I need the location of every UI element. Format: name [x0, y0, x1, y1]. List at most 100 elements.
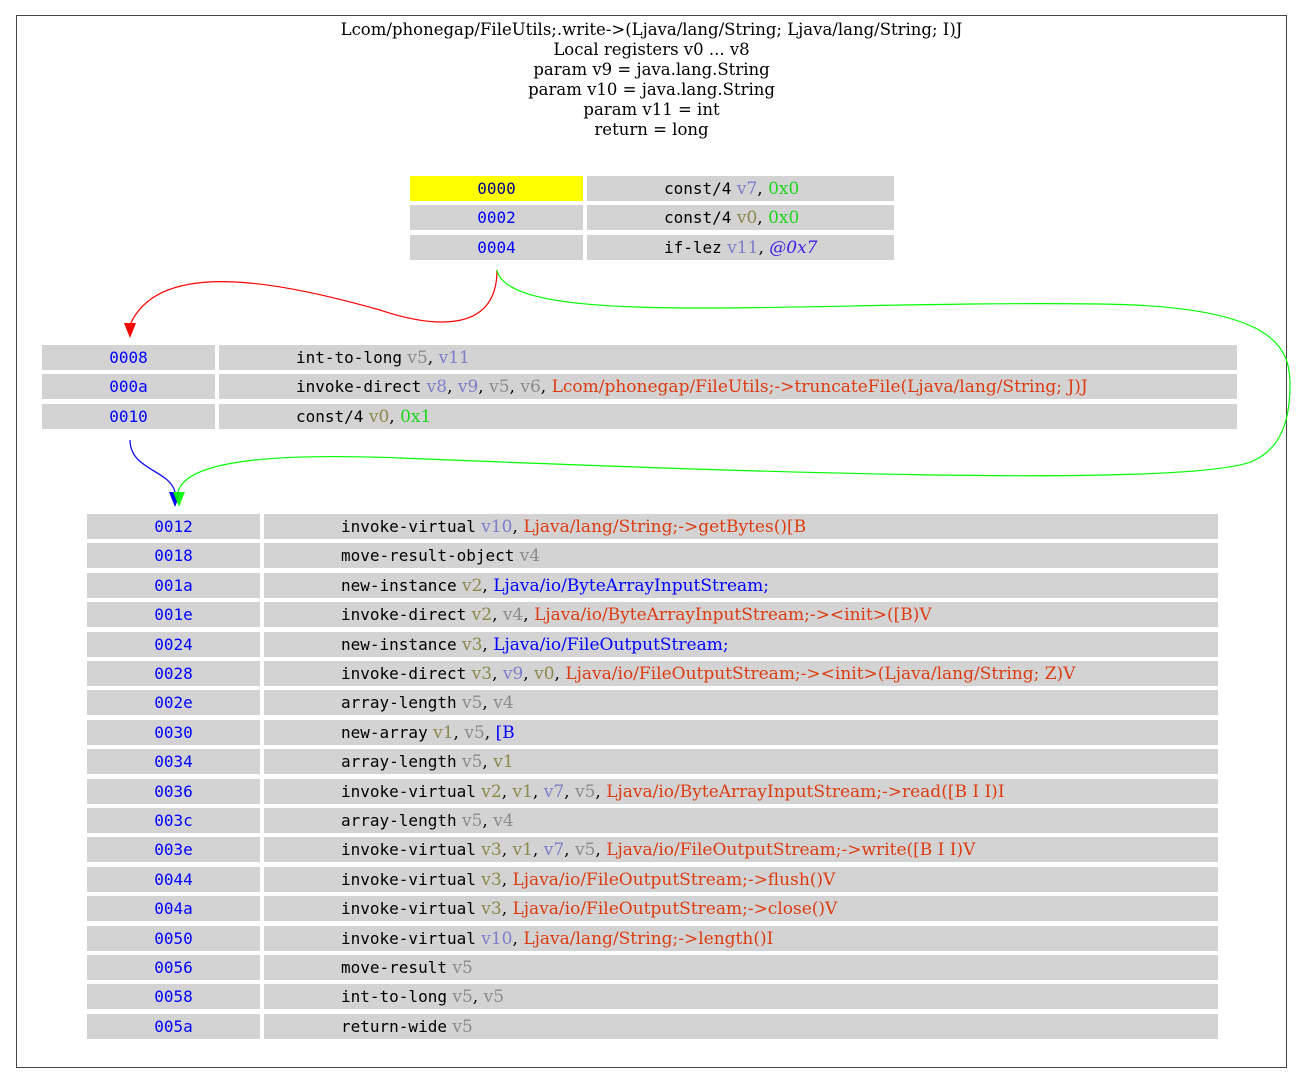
param-v10: param v10 = java.lang.String — [528, 80, 775, 99]
instruction-text: array-length v5, v1 — [264, 749, 1218, 775]
operand-reg4: v5 — [452, 958, 473, 978]
instruction-row: 001a new-instance v2, Ljava/io/ByteArrayI… — [87, 572, 1218, 598]
opcode: int-to-long — [341, 987, 447, 1007]
instruction-row: 0030 new-array v1, v5, [B — [87, 719, 1218, 745]
operands: v3, Ljava/io/FileOutputStream;->flush()V — [481, 869, 836, 890]
instruction-text: invoke-virtual v3, v1, v7, v5, Ljava/io/… — [264, 837, 1218, 863]
opcode: array-length — [341, 811, 457, 830]
instruction-address: 0000 — [410, 176, 583, 201]
operand-reg: v9 — [502, 664, 524, 684]
instruction-address: 0024 — [87, 631, 260, 657]
basic-block-0012: 0012 invoke-virtual v10, Ljava/lang/Strin… — [87, 514, 1218, 1043]
operand-cls: Ljava/io/FileOutputStream; — [493, 634, 729, 655]
operand-reg: v11 — [438, 348, 470, 368]
operand-off: @0x7 — [769, 237, 818, 258]
method-header: Lcom/phonegap/FileUtils;.write->(Ljava/l… — [16, 20, 1287, 140]
instruction-row: 0000 const/4 v7, 0x0 — [410, 176, 894, 201]
instruction-row: 001e invoke-direct v2, v4, Ljava/io/ByteA… — [87, 602, 1218, 628]
operands: v3, v1, v7, v5, Ljava/io/FileOutputStrea… — [481, 840, 976, 861]
instruction-text: invoke-virtual v3, Ljava/io/FileOutputSt… — [264, 896, 1218, 922]
instruction-text: array-length v5, v4 — [264, 808, 1218, 833]
opcode: return-wide — [341, 1016, 447, 1036]
operand-reg0: v0 — [736, 208, 758, 229]
instruction-row: 0018 move-result-object v4 — [87, 543, 1218, 569]
operands: v4 — [514, 546, 540, 566]
operand-reg0: v0 — [368, 406, 390, 427]
operand-ref: Ljava/lang/String;->getBytes()[B — [523, 517, 807, 537]
param-v9: param v9 = java.lang.String — [533, 60, 770, 79]
operand-reg: v7 — [736, 179, 758, 199]
instruction-address: 001e — [87, 602, 260, 628]
operand-ref: Ljava/io/FileOutputStream;-><init>(Ljava… — [565, 664, 1076, 684]
operand-reg4: v5 — [407, 348, 428, 368]
instruction-address: 0034 — [87, 749, 260, 775]
opcode: move-result — [341, 958, 447, 977]
opcode: new-instance — [341, 575, 457, 595]
operand-reg4: v5 — [452, 1016, 473, 1037]
opcode: const/4 — [664, 208, 732, 228]
operands: v0, 0x0 — [736, 208, 800, 229]
operand-reg: v10 — [481, 517, 513, 537]
operand-lit: 0x0 — [768, 179, 800, 199]
operand-reg4: v5 — [483, 987, 505, 1008]
operand-reg4: v5 — [462, 693, 483, 714]
operands: v5, v4 — [462, 693, 514, 714]
operand-reg0: v1 — [512, 840, 533, 861]
operand-reg0: v3 — [481, 840, 502, 861]
instruction-row: 0010 const/4 v0, 0x1 — [42, 403, 1237, 429]
operand-cls: Ljava/io/ByteArrayInputStream; — [493, 575, 770, 596]
instruction-address: 0002 — [410, 205, 583, 231]
opcode: invoke-direct — [341, 605, 467, 625]
instruction-row: 0034 array-length v5, v1 — [87, 749, 1218, 775]
instruction-row: 000a invoke-direct v8, v9, v5, v6, Lcom/p… — [42, 374, 1237, 400]
operand-reg: v11 — [727, 237, 759, 258]
basic-block-0008: 0008 int-to-long v5, v11 000a invoke-direct… — [42, 345, 1237, 433]
operand-ref: Ljava/lang/String;->length()I — [523, 928, 774, 949]
instruction-row: 004a invoke-virtual v3, Ljava/io/FileOutp… — [87, 896, 1218, 922]
instruction-address: 0012 — [87, 514, 260, 539]
operand-reg0: v3 — [481, 899, 502, 920]
instruction-text: if-lez v11, @0x7 — [587, 234, 894, 260]
operands: v10, Ljava/lang/String;->length()I — [481, 928, 774, 949]
opcode: move-result-object — [341, 546, 515, 566]
instruction-address: 004a — [87, 896, 260, 922]
operand-reg4: v5 — [574, 781, 596, 802]
operand-reg0: v2 — [462, 575, 483, 596]
instruction-address: 0056 — [87, 955, 260, 980]
instruction-row: 0012 invoke-virtual v10, Ljava/lang/Strin… — [87, 514, 1218, 539]
operands: v5 — [447, 958, 473, 978]
opcode: new-instance — [341, 634, 457, 654]
operand-reg4: v5 — [464, 722, 485, 743]
operands: v1, v5, [B — [433, 722, 515, 743]
operand-reg4: v4 — [502, 605, 524, 626]
operands: v2, Ljava/io/ByteArrayInputStream; — [462, 575, 770, 596]
operand-ref: Ljava/io/FileOutputStream;->write([B I I… — [606, 840, 976, 861]
opcode: const/4 — [296, 406, 364, 426]
instruction-row: 002e array-length v5, v4 — [87, 690, 1218, 716]
instruction-row: 0056 move-result v5 — [87, 955, 1218, 980]
opcode: invoke-virtual — [341, 869, 476, 889]
operands: v3, Ljava/io/FileOutputStream;->close()V — [481, 899, 838, 920]
operand-reg0: v1 — [433, 722, 454, 743]
opcode: invoke-direct — [341, 664, 467, 683]
operand-reg0: v1 — [493, 752, 514, 773]
instruction-address: 000a — [42, 374, 215, 400]
instruction-text: invoke-virtual v3, Ljava/io/FileOutputSt… — [264, 866, 1218, 892]
operand-ref: Ljava/io/FileOutputStream;->close()V — [512, 899, 838, 920]
instruction-text: invoke-virtual v2, v1, v7, v5, Ljava/io/… — [264, 778, 1218, 804]
operands: v5 — [447, 1016, 473, 1037]
operand-reg4: v5 — [452, 987, 473, 1008]
instruction-address: 001a — [87, 572, 260, 598]
operands: v5, v1 — [462, 752, 514, 773]
instruction-text: int-to-long v5, v11 — [219, 345, 1237, 370]
opcode: invoke-virtual — [341, 517, 476, 536]
opcode: invoke-direct — [296, 377, 422, 397]
instruction-address: 0028 — [87, 661, 260, 686]
method-signature: Lcom/phonegap/FileUtils;.write->(Ljava/l… — [340, 20, 963, 39]
instruction-row: 005a return-wide v5 — [87, 1013, 1218, 1039]
instruction-text: move-result-object v4 — [264, 543, 1218, 569]
graph-frame — [16, 15, 1287, 1068]
instruction-text: move-result v5 — [264, 955, 1218, 980]
operand-reg0: v3 — [471, 664, 493, 684]
instruction-address: 0036 — [87, 778, 260, 804]
